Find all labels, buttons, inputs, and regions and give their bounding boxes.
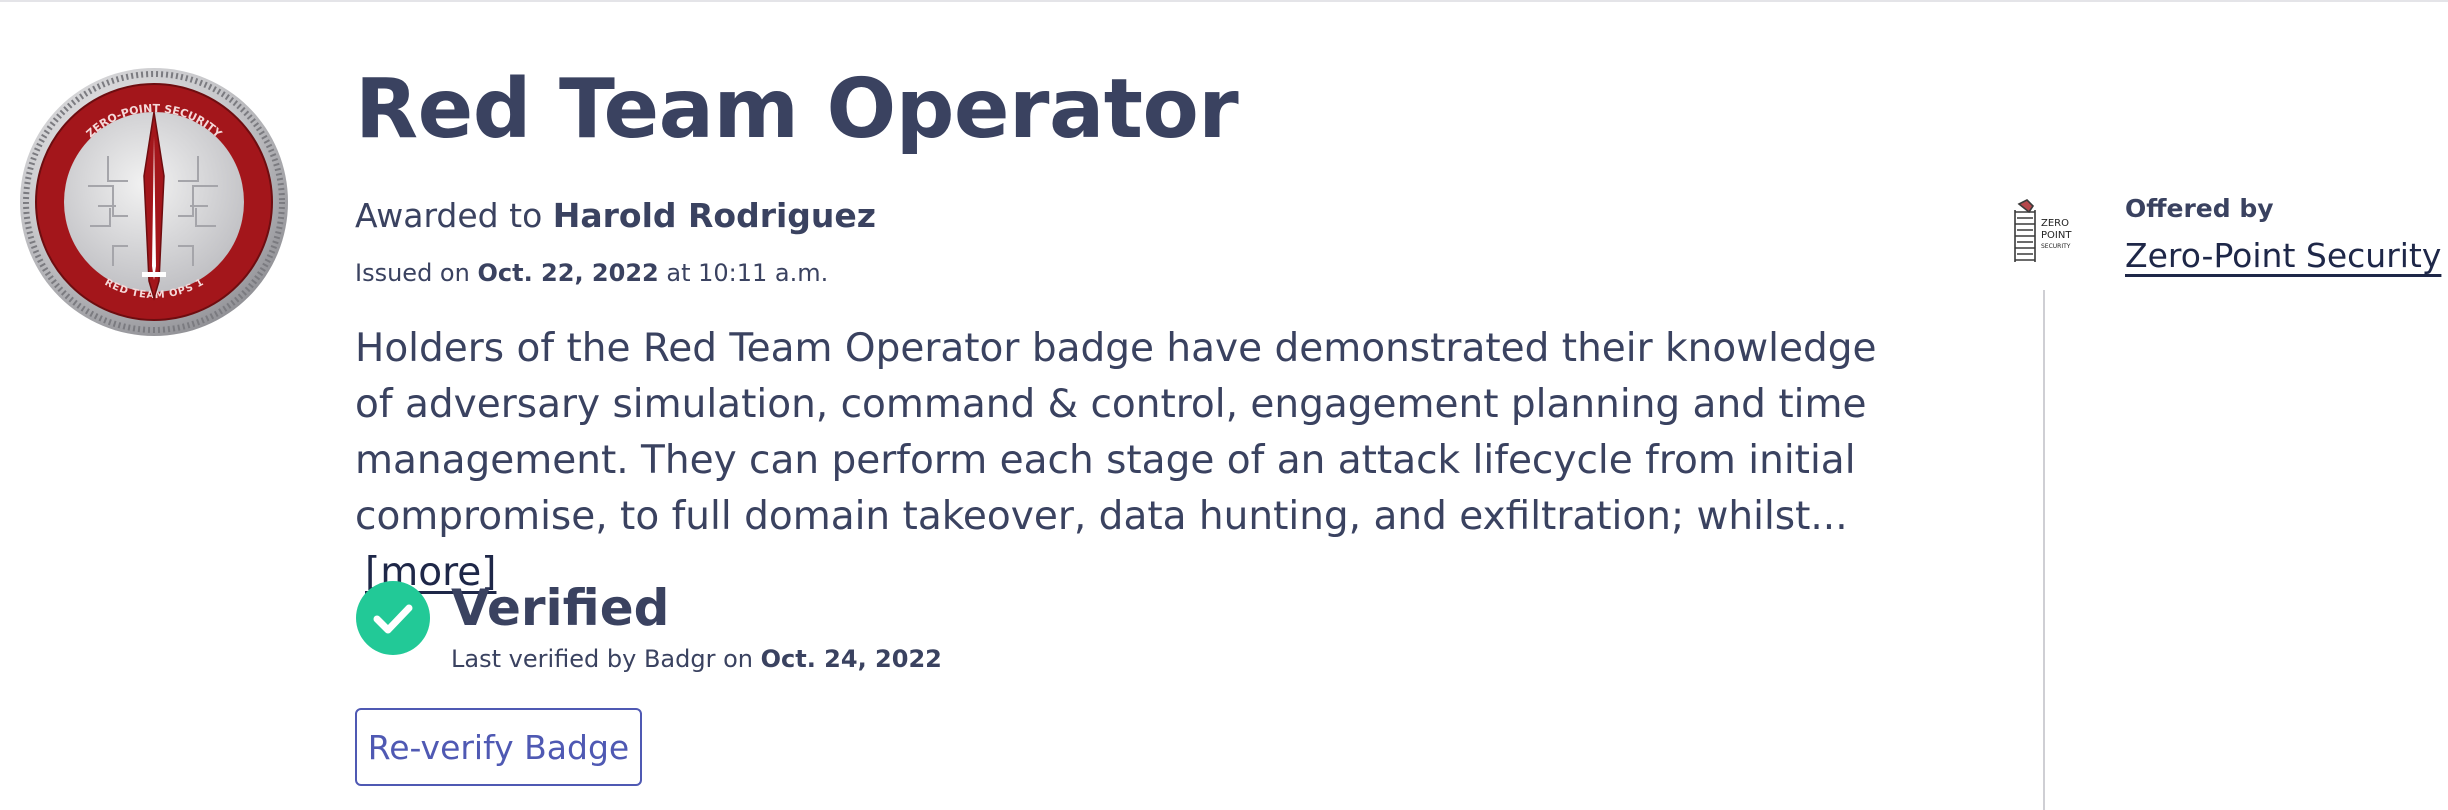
issued-line: Issued on Oct. 22, 2022 at 10:11 a.m. xyxy=(355,259,828,287)
offered-by-label: Offered by xyxy=(2125,194,2274,223)
description-text: Holders of the Red Team Operator badge h… xyxy=(355,326,1877,539)
last-verified-prefix: Last verified by Badgr on xyxy=(451,645,753,673)
sidebar-divider xyxy=(2043,290,2045,810)
awarded-line: Awarded to Harold Rodriguez xyxy=(355,196,876,235)
logo-text-zero: ZERO xyxy=(2041,218,2069,229)
badge-title: Red Team Operator xyxy=(355,62,1239,157)
badge-medal-image: ZERO-POINT SECURITY RED TEAM OPS 1 xyxy=(20,68,288,336)
awarded-prefix: Awarded to xyxy=(355,196,543,235)
last-verified-date: Oct. 24, 2022 xyxy=(760,645,942,673)
reverify-badge-button[interactable]: Re-verify Badge xyxy=(355,708,642,786)
logo-text-point: POINT xyxy=(2041,230,2072,241)
check-circle-icon xyxy=(356,581,430,655)
issuer-name-link[interactable]: Zero-Point Security xyxy=(2125,236,2442,275)
issued-date: Oct. 22, 2022 xyxy=(477,259,659,287)
recipient-name: Harold Rodriguez xyxy=(552,196,877,235)
issued-prefix: Issued on xyxy=(355,259,470,287)
top-divider xyxy=(0,0,2448,2)
logo-text-security: SECURITY xyxy=(2041,243,2071,250)
verified-status: Verified xyxy=(451,579,670,637)
last-verified-line: Last verified by Badgr on Oct. 24, 2022 xyxy=(451,645,942,673)
issued-time: at 10:11 a.m. xyxy=(666,259,829,287)
badge-description: Holders of the Red Team Operator badge h… xyxy=(355,321,1915,601)
zero-point-security-logo[interactable]: ZERO POINT SECURITY xyxy=(2005,198,2085,268)
